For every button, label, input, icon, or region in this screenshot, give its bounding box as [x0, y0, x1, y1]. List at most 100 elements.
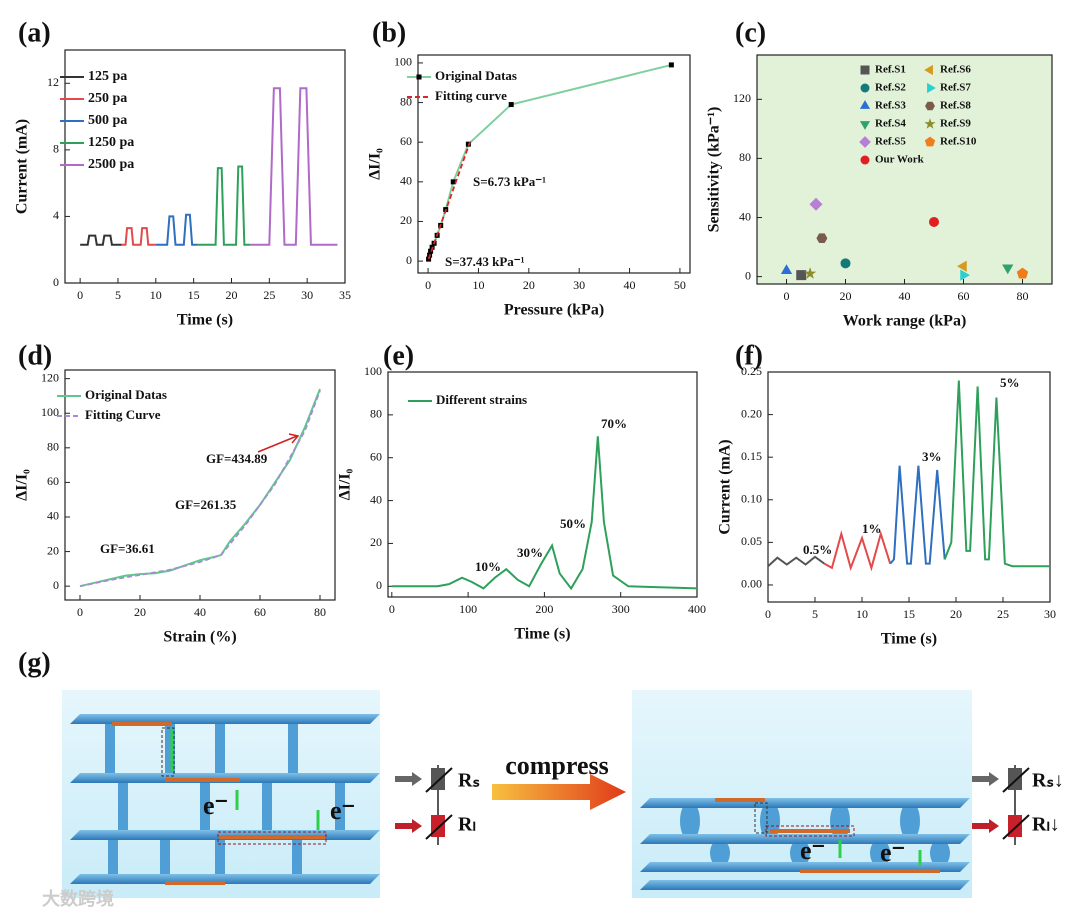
y-tick-label: 20: [370, 535, 382, 549]
marker: [1002, 264, 1014, 275]
legend-label: Different strains: [436, 392, 527, 407]
marker: [796, 270, 807, 281]
x-tick-label: 50: [674, 278, 686, 292]
legend-label: Original Datas: [85, 387, 167, 402]
legend-label: 500 pa: [88, 113, 127, 128]
x-tick-label: 15: [903, 607, 915, 621]
resistor-label: Rₛ↓: [1032, 770, 1064, 792]
legend-label: 2500 pa: [88, 157, 134, 172]
electron-label: e⁻: [203, 791, 228, 820]
annotation: GF=434.89: [206, 451, 268, 466]
y-tick-label: 0.15: [741, 449, 762, 463]
y-tick-label: 120: [41, 370, 59, 384]
annotation: 1%: [862, 521, 882, 536]
x-tick-label: 20: [134, 605, 146, 619]
line: [197, 165, 251, 246]
line: [943, 380, 1050, 568]
x-tick-label: 10: [472, 278, 484, 292]
y-tick-label: 120: [733, 91, 751, 105]
plot-frame: [767, 371, 1051, 603]
y-axis-label: ΔI/I₀: [337, 468, 354, 500]
y-tick-label: 80: [739, 150, 751, 164]
y-tick-label: 100: [41, 405, 59, 419]
y-tick-label: 100: [364, 364, 382, 378]
plot-background: [757, 55, 1052, 284]
panel-label: (e): [383, 340, 414, 371]
x-tick-label: 30: [301, 288, 313, 302]
left-resistors: [395, 765, 453, 845]
y-tick-label: 0.25: [741, 364, 762, 378]
y-tick-label: 0.20: [741, 406, 762, 420]
panel-label: (d): [18, 340, 52, 371]
y-tick-label: 40: [47, 509, 59, 523]
line: [427, 141, 471, 260]
legend-label: Ref.S7: [940, 82, 971, 94]
marker: [840, 258, 851, 269]
legend-label: Ref.S5: [875, 136, 906, 148]
legend-label: 250 pa: [88, 91, 127, 106]
watermark: 大数跨境: [42, 888, 114, 910]
y-tick-label: 60: [370, 449, 382, 463]
x-tick-label: 0: [389, 602, 395, 616]
panel-label: (a): [18, 17, 51, 48]
x-tick-label: 35: [339, 288, 351, 302]
y-axis-label: Sensitivity (kPa⁻¹): [706, 107, 723, 233]
x-tick-label: 40: [899, 289, 911, 303]
left-structure: [70, 714, 380, 885]
x-tick-label: 20: [225, 288, 237, 302]
y-tick-label: 40: [400, 174, 412, 188]
marker: [450, 179, 456, 185]
x-axis-label: Strain (%): [163, 629, 236, 646]
panel-label: (g): [18, 647, 51, 678]
x-tick-label: 40: [624, 278, 636, 292]
x-tick-label: 20: [950, 607, 962, 621]
x-tick-label: 25: [997, 607, 1009, 621]
annotation: 0.5%: [803, 542, 832, 557]
y-tick-label: 0: [53, 275, 59, 289]
y-tick-label: 20: [47, 543, 59, 557]
y-tick-label: 0.00: [741, 577, 762, 591]
x-axis-label: Time (s): [177, 312, 233, 329]
x-tick-label: 0: [77, 288, 83, 302]
annotation: S=6.73 kPa⁻¹: [473, 174, 546, 189]
annotation: S=37.43 kPa⁻¹: [445, 254, 525, 269]
x-tick-label: 60: [254, 605, 266, 619]
legend-marker: [860, 83, 870, 93]
x-tick-label: 15: [188, 288, 200, 302]
line: [121, 227, 156, 246]
annotation: 50%: [560, 516, 586, 531]
x-tick-label: 100: [459, 602, 477, 616]
legend-marker: [859, 136, 871, 148]
marker: [1016, 267, 1029, 279]
x-tick-label: 400: [688, 602, 706, 616]
marker: [780, 264, 793, 274]
annotation: 10%: [475, 559, 501, 574]
x-tick-label: 30: [573, 278, 585, 292]
legend-label: Ref.S2: [875, 82, 906, 94]
legend-marker: [924, 118, 936, 129]
legend-label: Ref.S4: [875, 118, 906, 130]
line: [767, 555, 825, 567]
annotation-arrow: [257, 433, 300, 453]
electron-label: e⁻: [880, 838, 905, 867]
y-tick-label: 0: [376, 578, 382, 592]
x-tick-label: 0: [77, 605, 83, 619]
y-tick-label: 80: [370, 407, 382, 421]
marker: [816, 233, 828, 243]
x-axis-label: Time (s): [881, 631, 937, 648]
right-resistors: [972, 765, 1030, 845]
legend-marker: [416, 74, 422, 80]
legend-label: Ref.S9: [940, 118, 971, 130]
plot-frame: [417, 54, 691, 274]
x-tick-label: 200: [535, 602, 553, 616]
y-tick-label: 80: [47, 440, 59, 454]
marker: [508, 102, 514, 108]
plot-frame: [64, 49, 346, 284]
annotation: GF=36.61: [100, 541, 155, 556]
x-tick-label: 0: [784, 289, 790, 303]
marker: [929, 216, 939, 227]
panel-label: (f): [735, 340, 763, 371]
line: [79, 390, 321, 588]
legend-label: Fitting Curve: [85, 407, 161, 422]
plot-frame: [64, 369, 336, 601]
